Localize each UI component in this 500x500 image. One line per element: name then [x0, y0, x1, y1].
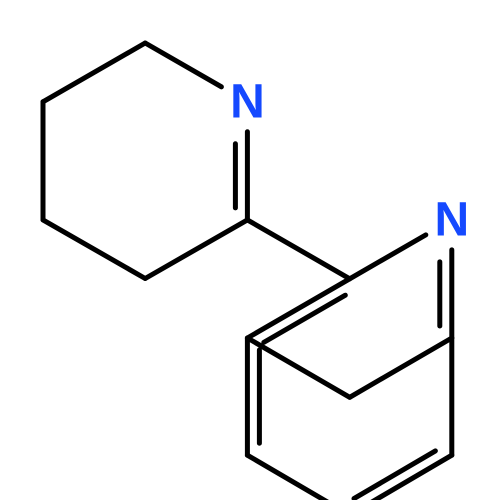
chemical-structure: NN — [0, 0, 500, 500]
atom-label-n8: N — [434, 193, 469, 246]
atom-label-n1: N — [230, 75, 265, 128]
